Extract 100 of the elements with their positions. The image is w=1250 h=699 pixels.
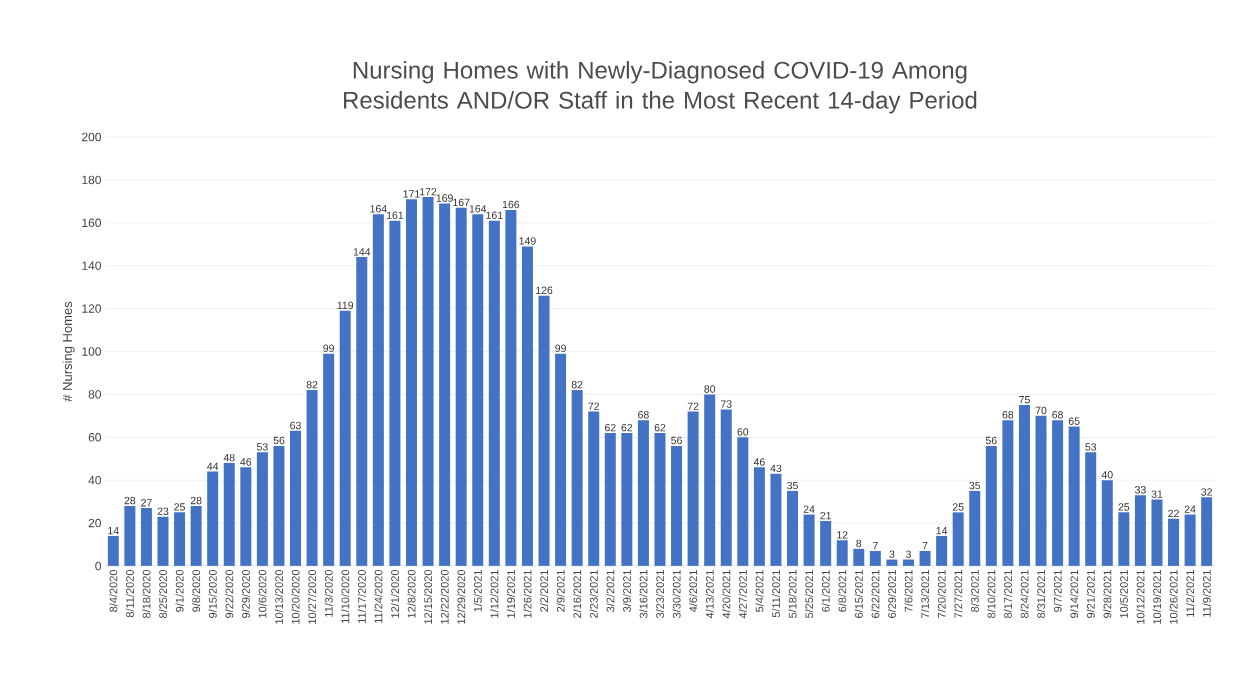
bar [919, 550, 931, 566]
bar [472, 214, 484, 566]
x-tick-label: 6/1/2021 [821, 570, 830, 612]
data-label: 164 [370, 205, 387, 213]
bar [372, 214, 384, 566]
data-label: 27 [141, 499, 152, 507]
bar [869, 550, 881, 566]
x-tick-label: 4/6/2021 [689, 570, 698, 613]
data-label: 46 [753, 458, 765, 466]
bar [853, 548, 865, 566]
bar [671, 445, 683, 566]
data-label: 60 [737, 428, 749, 436]
y-tick-label: 20 [88, 518, 101, 528]
x-tick-label: 11/2/2021 [1186, 570, 1195, 617]
x-tick-label: 9/8/2020 [192, 569, 201, 612]
x-tick-label: 8/11/2020 [125, 569, 134, 618]
x-tick-label: 9/28/2021 [1103, 570, 1112, 618]
x-tick-label: 2/2/2021 [539, 570, 549, 612]
bar [521, 246, 533, 566]
data-label: 12 [837, 531, 848, 539]
x-tick-label: 5/4/2021 [755, 570, 764, 612]
data-label: 7 [872, 542, 878, 550]
x-tick-label: 10/5/2021 [1119, 570, 1128, 618]
bar [770, 473, 782, 566]
x-tick-label: 12/22/2020 [440, 569, 449, 624]
data-label: 8 [856, 539, 862, 548]
bar [985, 445, 997, 566]
bar [1002, 420, 1014, 566]
data-label: 22 [1168, 509, 1179, 518]
bar [820, 520, 832, 566]
bar [405, 199, 417, 566]
x-tick-label: 12/8/2020 [407, 569, 416, 618]
bar [1168, 518, 1180, 566]
data-label: 53 [256, 443, 268, 451]
data-label: 40 [1101, 471, 1113, 479]
bar [1035, 415, 1047, 566]
bar [107, 535, 119, 566]
data-label: 171 [403, 190, 420, 198]
bar [1085, 452, 1097, 566]
x-tick-label: 11/24/2020 [374, 569, 383, 623]
bar [356, 257, 368, 566]
data-label: 25 [952, 503, 964, 511]
x-tick-label: 8/17/2021 [1003, 570, 1012, 618]
data-label: 80 [704, 385, 716, 393]
y-tick-label: 140 [82, 261, 101, 270]
bar [621, 433, 633, 566]
bar [505, 209, 517, 566]
bar [687, 411, 699, 566]
data-label: 119 [337, 301, 354, 310]
bar [1018, 405, 1030, 566]
bar [720, 409, 732, 566]
data-label: 7 [922, 542, 928, 550]
bar [952, 512, 964, 566]
x-tick-label: 9/22/2020 [225, 569, 234, 618]
data-label: 68 [1002, 411, 1014, 419]
data-label: 23 [157, 507, 169, 515]
data-label: 172 [420, 188, 437, 196]
data-label: 31 [1151, 490, 1163, 498]
x-tick-label: 6/29/2021 [887, 570, 896, 618]
bar [124, 505, 136, 566]
bar [969, 490, 981, 566]
x-tick-label: 11/9/2021 [1202, 570, 1211, 617]
data-label: 161 [386, 211, 404, 219]
bar [936, 535, 948, 566]
data-label: 62 [654, 423, 666, 432]
bar [422, 197, 434, 566]
data-label: 72 [588, 402, 600, 410]
x-tick-label: 9/15/2020 [208, 569, 217, 618]
bar [1052, 420, 1064, 566]
x-tick-label: 2/9/2021 [556, 570, 565, 612]
x-tick-label: 6/15/2021 [854, 570, 863, 618]
x-tick-label: 11/3/2020 [324, 569, 333, 617]
y-tick-label: 100 [82, 347, 101, 356]
data-label: 164 [469, 205, 487, 213]
x-tick-label: 10/27/2020 [308, 569, 317, 624]
y-tick-label: 80 [88, 390, 101, 399]
bar [157, 516, 169, 566]
bar [737, 437, 749, 566]
x-tick-label: 3/23/2021 [655, 570, 665, 619]
x-tick-label: 7/20/2021 [937, 570, 946, 618]
data-label: 56 [671, 436, 682, 445]
bar [339, 310, 351, 566]
bar [455, 207, 467, 566]
bar [273, 445, 285, 566]
y-tick-label: 60 [88, 433, 101, 442]
x-tick-label: 9/14/2021 [1070, 570, 1079, 618]
x-tick-label: 4/20/2021 [722, 570, 731, 619]
y-tick-label: 40 [88, 475, 101, 485]
y-tick-label: 180 [82, 175, 101, 185]
x-tick-label: 1/19/2021 [506, 570, 515, 618]
bar [1101, 480, 1113, 566]
x-tick-label: 9/21/2021 [1086, 570, 1095, 618]
bar [439, 203, 451, 566]
data-label: 3 [889, 550, 895, 558]
data-label: 82 [306, 380, 318, 389]
y-tick-label: 200 [82, 132, 101, 142]
x-tick-label: 12/29/2020 [457, 569, 466, 624]
bar [836, 540, 848, 566]
x-tick-label: 7/13/2021 [921, 570, 930, 618]
x-tick-label: 10/19/2021 [1152, 570, 1162, 624]
